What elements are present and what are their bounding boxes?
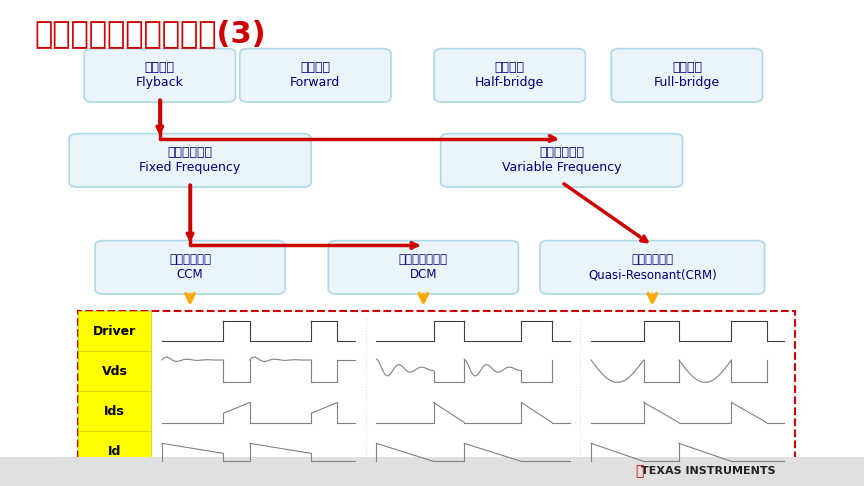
FancyBboxPatch shape	[69, 134, 311, 187]
Text: 电流临界模式
Quasi-Resonant(CRM): 电流临界模式 Quasi-Resonant(CRM)	[588, 253, 717, 281]
FancyBboxPatch shape	[78, 351, 151, 391]
FancyBboxPatch shape	[239, 49, 391, 102]
FancyBboxPatch shape	[78, 311, 795, 471]
Text: 电流连续模式
CCM: 电流连续模式 CCM	[169, 253, 211, 281]
Text: 反激电源的类型与特点(3): 反激电源的类型与特点(3)	[35, 19, 266, 49]
Text: 半桥电源
Half-bridge: 半桥电源 Half-bridge	[475, 61, 544, 89]
Text: TEXAS INSTRUMENTS: TEXAS INSTRUMENTS	[641, 467, 776, 476]
Text: 反激电源
Flyback: 反激电源 Flyback	[136, 61, 184, 89]
FancyBboxPatch shape	[85, 49, 235, 102]
Text: 🌿: 🌿	[635, 465, 644, 478]
Text: Driver: Driver	[92, 325, 137, 338]
FancyBboxPatch shape	[611, 49, 762, 102]
FancyBboxPatch shape	[441, 134, 683, 187]
Text: 可变频率控制
Variable Frequency: 可变频率控制 Variable Frequency	[502, 146, 621, 174]
Text: Ids: Ids	[104, 405, 125, 418]
Text: Vds: Vds	[102, 364, 127, 378]
Text: 电流不连续模式
DCM: 电流不连续模式 DCM	[399, 253, 448, 281]
Text: 正激电源
Forward: 正激电源 Forward	[290, 61, 340, 89]
FancyBboxPatch shape	[328, 241, 518, 294]
Text: Id: Id	[108, 445, 121, 458]
FancyBboxPatch shape	[95, 241, 285, 294]
FancyBboxPatch shape	[540, 241, 765, 294]
Text: 全桥电源
Full-bridge: 全桥电源 Full-bridge	[654, 61, 720, 89]
FancyBboxPatch shape	[0, 457, 864, 486]
FancyBboxPatch shape	[78, 432, 151, 471]
FancyBboxPatch shape	[434, 49, 586, 102]
Text: 固定频率控制
Fixed Frequency: 固定频率控制 Fixed Frequency	[139, 146, 241, 174]
FancyBboxPatch shape	[78, 391, 151, 432]
FancyBboxPatch shape	[78, 311, 151, 351]
